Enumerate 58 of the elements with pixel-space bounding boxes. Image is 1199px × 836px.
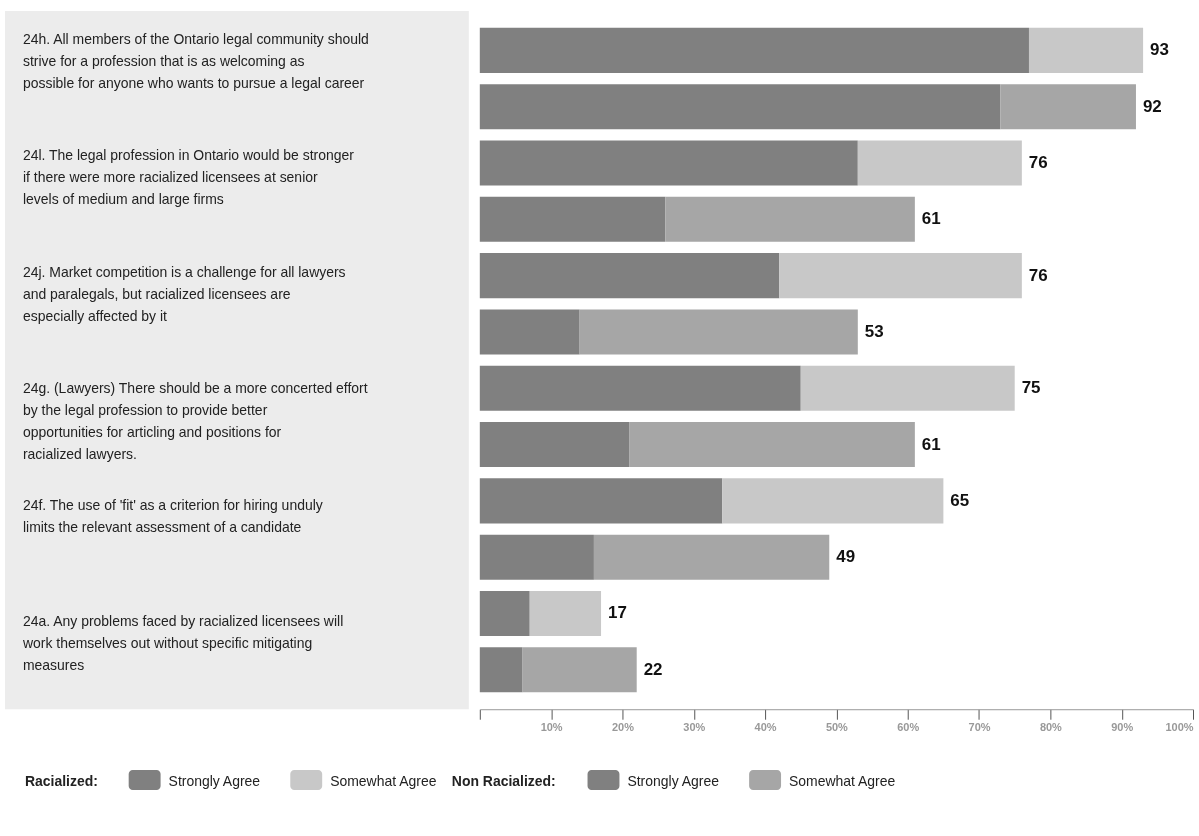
total-label: 17 — [608, 603, 627, 623]
y-tick-label: 24a. Any problems faced by racialized licensees will work themselves out without specific mitigating measures — [21, 612, 344, 673]
x-tick-label: 100% — [1165, 720, 1194, 733]
y-tick-label: 24l. The legal profession in Ontario would be stronger if there were more racialized licensees at senior levels of medium and large firms — [22, 147, 355, 208]
bar — [522, 647, 637, 693]
bar — [529, 590, 602, 637]
total-label: 49 — [836, 547, 856, 567]
bar — [629, 422, 915, 468]
x-tick-label: 50% — [825, 720, 849, 733]
total-label: 61 — [921, 434, 941, 454]
x-tick-label: 20% — [611, 720, 635, 733]
total-label: 92 — [1142, 96, 1162, 116]
legend-label: Somewhat Agree — [330, 773, 437, 790]
total-label: 65 — [950, 490, 970, 510]
bar — [800, 365, 1015, 411]
bar — [479, 196, 666, 242]
text: Racialized: — [24, 773, 98, 790]
x-tick-label: 30% — [683, 720, 706, 733]
bar — [479, 590, 530, 637]
bar — [593, 534, 830, 580]
text: Non Racialized: — [451, 773, 556, 790]
bar — [479, 478, 723, 524]
bar — [1000, 84, 1136, 130]
bar — [857, 140, 1022, 186]
bar — [479, 309, 580, 355]
total-label: 22 — [643, 659, 663, 679]
y-tick-label: 24j. Market competition is a challenge for all lawyers and paralegals, but racialized licensees are especially affected by it — [22, 263, 346, 324]
legend-label: Somewhat Agree — [789, 773, 896, 790]
bar — [479, 534, 594, 580]
total-label: 76 — [1028, 153, 1048, 172]
x-tick-label: 10% — [540, 720, 563, 733]
bar — [665, 196, 915, 242]
total-label: 53 — [864, 321, 884, 341]
x-tick-label: 80% — [1039, 720, 1063, 733]
legend-label: Strongly Agree — [627, 773, 720, 790]
bar — [479, 140, 858, 186]
x-tick-label: 60% — [897, 720, 920, 733]
bar — [479, 253, 780, 299]
x-tick-label: 90% — [1111, 720, 1134, 733]
bar — [779, 253, 1022, 299]
bar — [722, 478, 944, 524]
x-tick-label: 40% — [754, 720, 777, 733]
bar — [479, 365, 801, 411]
bar — [479, 84, 1001, 130]
x-tick-label: 70% — [968, 720, 991, 733]
y-tick-label: 24f. The use of 'fit' as a criterion for hiring unduly limits the relevant assessment of a candidate — [22, 496, 323, 535]
bar — [579, 309, 858, 355]
y-tick-label: 24g. (Lawyers) There should be a more concerted effort by the legal profession to provide better opportunities for articling and positions for racialized lawyers. — [22, 380, 368, 463]
bar — [479, 422, 630, 468]
bar — [479, 647, 523, 693]
total-label: 93 — [1150, 40, 1169, 60]
bar — [1028, 27, 1144, 73]
total-label: 75 — [1021, 378, 1041, 398]
total-label: 76 — [1028, 265, 1048, 285]
total-label: 61 — [921, 209, 941, 229]
y-tick-label: 24h. All members of the Ontario legal community should strive for a profession that is as welcoming as possible for anyone who wants to pursue a legal career — [22, 31, 369, 91]
legend-label: Strongly Agree — [168, 773, 261, 790]
bar — [479, 27, 1029, 73]
